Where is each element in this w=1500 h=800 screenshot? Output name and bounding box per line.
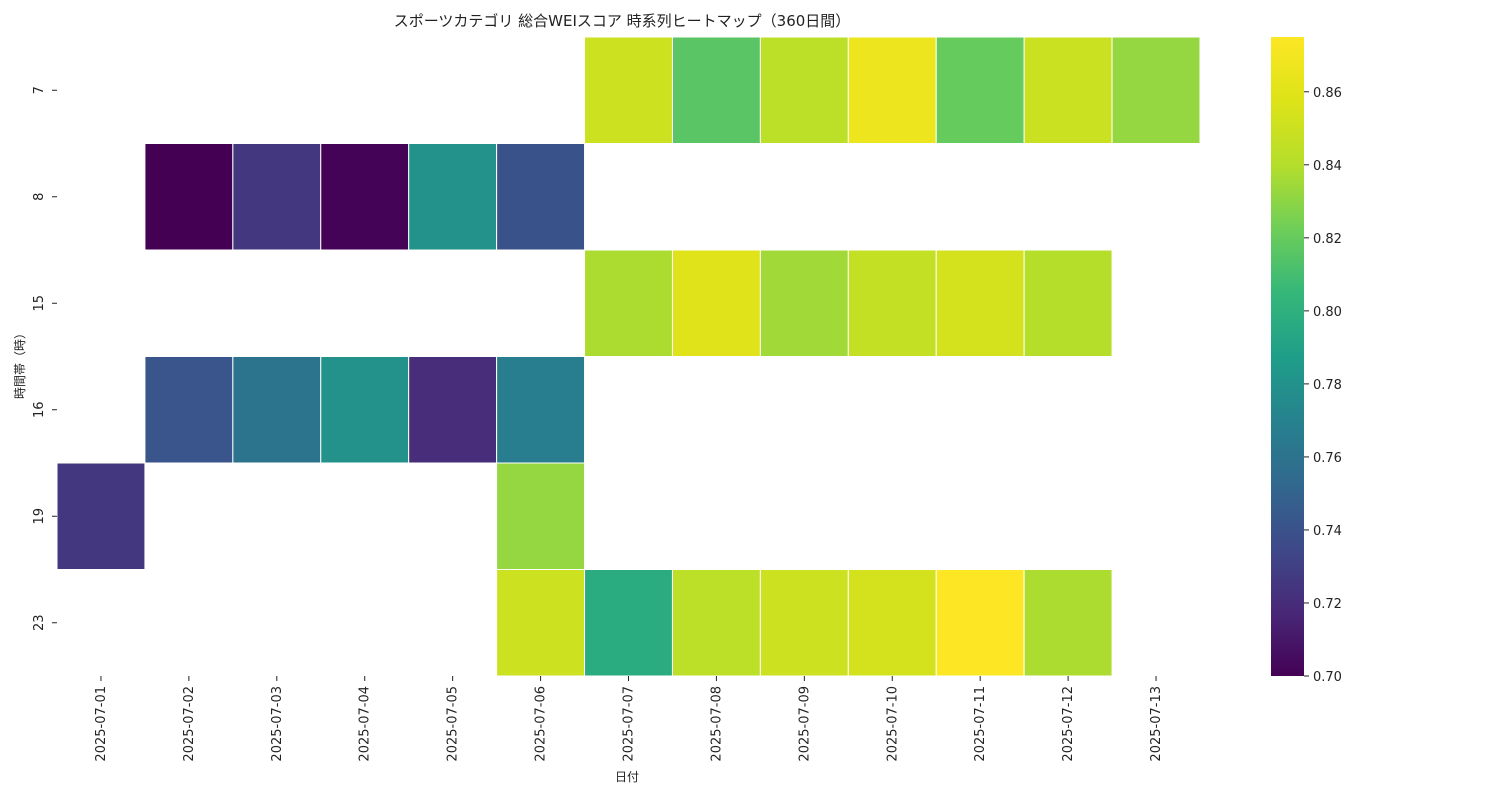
heatmap-cell	[496, 356, 586, 464]
heatmap-cell	[847, 569, 937, 677]
heatmap-cell	[847, 249, 937, 357]
heatmap-cell	[496, 569, 586, 677]
heatmap-cell	[584, 36, 673, 144]
x-tick-label: 2025-07-08	[709, 686, 724, 762]
colorbar-tick-label: 0.86	[1313, 86, 1342, 101]
x-tick-label: 2025-07-01	[94, 686, 109, 762]
colorbar-tick-label: 0.76	[1313, 451, 1342, 466]
heatmap-cell	[232, 356, 322, 464]
y-tick-label: 19	[32, 508, 47, 525]
heatmap-cell	[759, 249, 849, 357]
y-tick-label: 15	[32, 295, 47, 312]
chart-title: スポーツカテゴリ 総合WEIスコア 時系列ヒートマップ（360日間）	[394, 12, 851, 30]
colorbar-tick-label: 0.74	[1313, 524, 1342, 539]
x-tick-label: 2025-07-13	[1149, 686, 1164, 762]
heatmap-cell	[1023, 569, 1113, 677]
x-tick-label: 2025-07-06	[534, 686, 549, 762]
x-tick-label: 2025-07-02	[182, 686, 197, 762]
heatmap-cell	[935, 569, 1025, 677]
x-tick-label: 2025-07-03	[270, 686, 285, 762]
x-tick-label: 2025-07-09	[797, 686, 812, 762]
colorbar-ticks: 0.70 0.72 0.74 0.76 0.78 0.80 0.82 0.84 0.86	[1304, 86, 1342, 685]
x-axis-label: 日付	[615, 770, 639, 784]
x-axis-ticks: 2025-07-01 2025-07-02 2025-07-03 2025-07-04…	[94, 676, 1164, 762]
y-tick-label: 23	[32, 614, 47, 631]
heatmap-cell	[1111, 36, 1201, 144]
heatmap-cell	[144, 143, 234, 251]
colorbar-tick-label: 0.70	[1313, 670, 1342, 685]
colorbar-tick-label: 0.72	[1313, 597, 1342, 612]
heatmap-cell	[671, 569, 761, 677]
heatmap-cell	[759, 569, 849, 677]
x-tick-label: 2025-07-05	[446, 686, 461, 762]
heatmap-cell	[232, 143, 322, 251]
heatmap-cell	[1023, 249, 1113, 357]
heatmap-cell	[496, 143, 586, 251]
y-tick-label: 8	[32, 193, 47, 201]
heatmap-cell	[56, 462, 146, 570]
heatmap-cell	[320, 143, 410, 251]
heatmap-cell	[759, 36, 849, 144]
heatmap-cell	[144, 356, 234, 464]
heatmap-cell	[584, 249, 673, 357]
heatmap-cell	[584, 569, 673, 677]
x-tick-label: 2025-07-04	[358, 686, 373, 762]
colorbar-tick-label: 0.80	[1313, 305, 1342, 320]
colorbar	[1271, 37, 1304, 676]
heatmap-cells	[56, 36, 1201, 677]
y-tick-label: 16	[32, 401, 47, 418]
heatmap-cell	[1023, 36, 1113, 144]
heatmap-cell	[671, 249, 761, 357]
heatmap-cell	[935, 36, 1025, 144]
y-tick-label: 7	[32, 86, 47, 94]
x-tick-label: 2025-07-12	[1061, 686, 1076, 762]
x-tick-label: 2025-07-10	[885, 686, 900, 762]
heatmap-cell	[408, 143, 498, 251]
colorbar-tick-label: 0.82	[1313, 232, 1342, 247]
heatmap-cell	[408, 356, 498, 464]
x-tick-label: 2025-07-07	[622, 686, 637, 762]
y-axis-label: 時間帯（時）	[13, 327, 27, 399]
heatmap-cell	[320, 356, 410, 464]
x-tick-label: 2025-07-11	[973, 686, 988, 762]
colorbar-tick-label: 0.84	[1313, 159, 1342, 174]
heatmap-cell	[847, 36, 937, 144]
heatmap-cell	[671, 36, 761, 144]
heatmap-cell	[935, 249, 1025, 357]
y-axis-ticks: 7 8 15 16 19 23	[32, 86, 57, 631]
heatmap-cell	[496, 462, 586, 570]
colorbar-tick-label: 0.78	[1313, 378, 1342, 393]
